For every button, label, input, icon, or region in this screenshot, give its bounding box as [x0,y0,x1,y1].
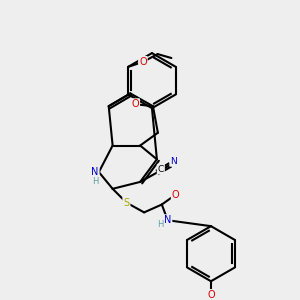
Text: N: N [91,167,99,177]
Text: N: N [170,157,177,166]
Text: C: C [158,165,164,174]
Text: O: O [207,290,215,300]
Text: N: N [164,215,171,225]
Text: H: H [157,220,163,229]
Text: H: H [92,177,98,186]
Text: O: O [172,190,179,200]
Text: O: O [131,99,139,109]
Text: S: S [123,198,130,208]
Text: O: O [139,57,147,67]
